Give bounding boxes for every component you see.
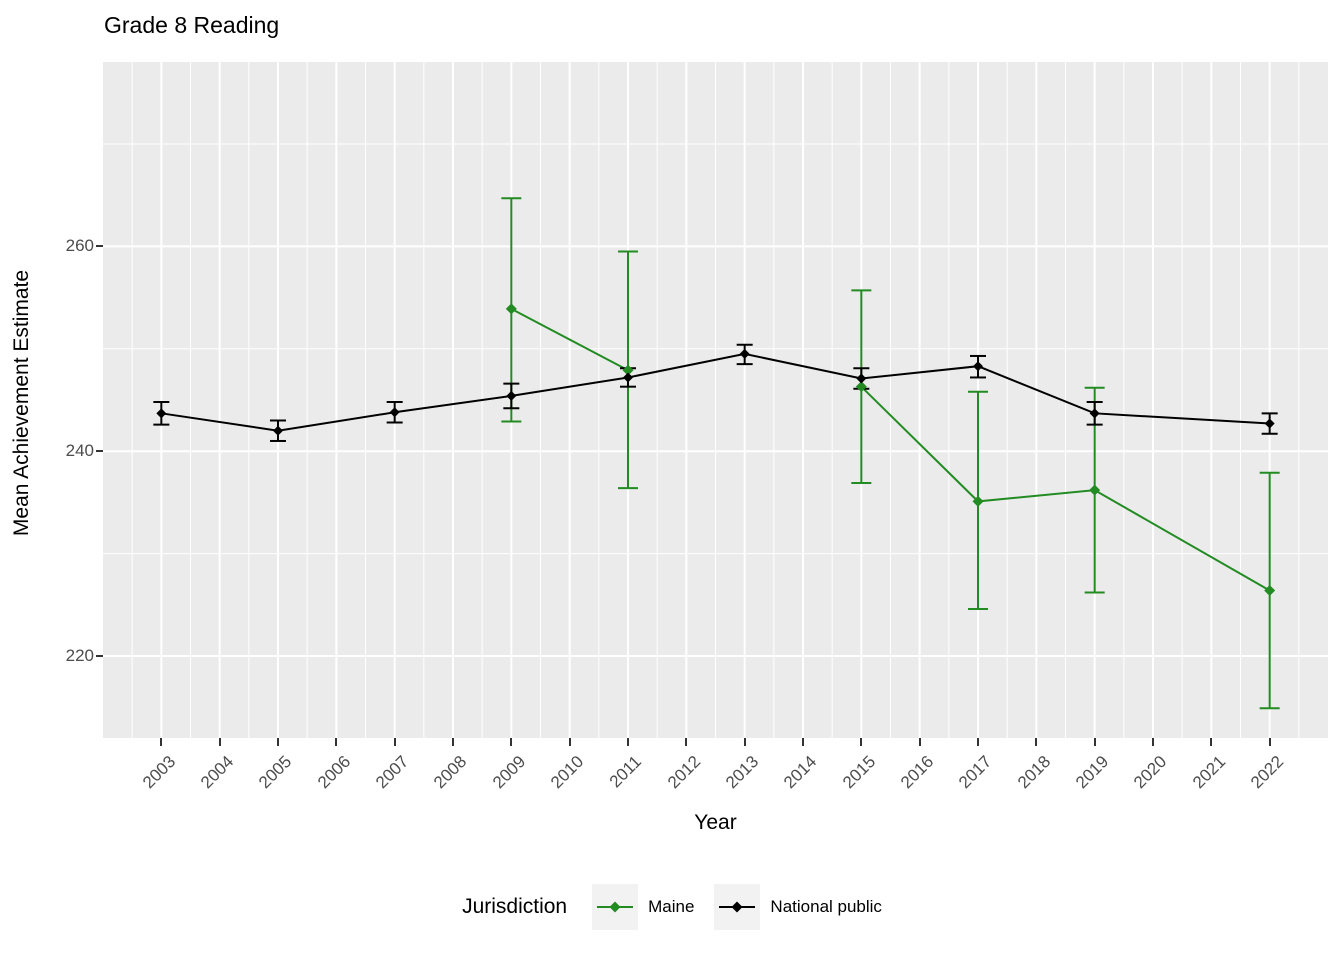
x-tick-2010 [568, 738, 571, 746]
x-tick-label-2003: 2003 [138, 752, 179, 793]
data-point-national-public-2011 [623, 372, 633, 383]
x-tick-label-2009: 2009 [488, 752, 529, 793]
x-tick-label-2022: 2022 [1246, 752, 1288, 793]
x-tick-label-2005: 2005 [255, 752, 296, 793]
x-tick-2021 [1210, 738, 1213, 746]
x-tick-2009 [510, 738, 513, 746]
x-tick-label-2011: 2011 [606, 752, 646, 792]
maine-line-marker-icon [597, 901, 634, 913]
x-tick-2015 [860, 738, 863, 746]
x-tick-label-2017: 2017 [955, 752, 996, 793]
legend-item-maine: Maine [592, 884, 694, 930]
series-line-maine [510, 307, 629, 372]
legend-key-maine [592, 884, 639, 930]
x-tick-label-2010: 2010 [546, 752, 588, 793]
chart-title: Grade 8 Reading [104, 12, 280, 38]
x-tick-label-2012: 2012 [663, 752, 704, 793]
data-point-maine-2011 [622, 364, 634, 376]
x-tick-label-2016: 2016 [896, 752, 938, 793]
x-tick-2016 [918, 738, 921, 746]
x-tick-label-2007: 2007 [371, 752, 413, 793]
data-point-national-public-2019 [1089, 408, 1100, 419]
x-tick-2003 [160, 738, 163, 746]
x-tick-label-2020: 2020 [1130, 752, 1171, 793]
y-tick-240 [96, 450, 103, 453]
y-tick-220 [96, 655, 103, 658]
legend-label-maine: Maine [648, 897, 695, 916]
x-tick-2017 [977, 738, 979, 746]
x-tick-2013 [743, 738, 746, 746]
plot-panel [103, 62, 1328, 738]
data-point-national-public-2017 [973, 361, 983, 372]
x-tick-2005 [277, 738, 279, 746]
y-tick-label-260: 260 [65, 236, 94, 256]
data-point-national-public-2022 [1264, 418, 1275, 429]
legend-title: Jurisdiction [462, 895, 568, 918]
data-point-national-public-2009 [506, 390, 517, 401]
data-point-maine-2015 [855, 381, 867, 393]
x-tick-label-2015: 2015 [838, 752, 879, 793]
series-line-national-public [161, 352, 1270, 432]
y-tick-label-220: 220 [65, 646, 94, 666]
x-tick-2018 [1035, 738, 1038, 746]
x-tick-2019 [1093, 738, 1096, 746]
data-point-national-public-2013 [739, 348, 750, 359]
y-tick-260 [96, 245, 103, 248]
data-point-maine-2017 [972, 495, 984, 507]
legend: Jurisdiction Maine National public [0, 883, 1344, 931]
x-tick-label-2004: 2004 [196, 752, 238, 793]
x-tick-label-2013: 2013 [721, 752, 763, 793]
x-tick-2014 [802, 738, 804, 746]
x-tick-2007 [393, 738, 396, 746]
series-line-maine [860, 385, 1271, 592]
x-tick-2008 [452, 738, 454, 746]
data-point-national-public-2005 [273, 425, 283, 436]
legend-label-national-public: National public [770, 897, 882, 916]
legend-key-national-public [714, 884, 761, 930]
x-axis-title: Year [694, 811, 737, 834]
x-tick-label-2014: 2014 [780, 752, 821, 793]
x-tick-label-2008: 2008 [430, 752, 471, 793]
x-tick-label-2021: 2021 [1188, 752, 1229, 793]
national-public-line-marker-icon [719, 901, 756, 913]
x-tick-label-2019: 2019 [1071, 752, 1113, 793]
x-tick-2020 [1152, 738, 1154, 746]
x-tick-2011 [627, 738, 629, 746]
legend-item-national-public: National public [714, 884, 882, 930]
data-point-national-public-2003 [156, 408, 167, 419]
data-point-national-public-2015 [856, 373, 867, 384]
x-tick-2004 [218, 738, 221, 746]
x-tick-2006 [335, 738, 338, 746]
x-tick-2012 [685, 738, 688, 746]
y-tick-label-240: 240 [65, 441, 94, 461]
data-point-maine-2022 [1264, 585, 1276, 597]
plot-area [103, 62, 1328, 738]
data-point-national-public-2007 [389, 407, 400, 418]
data-point-maine-2019 [1089, 484, 1101, 496]
x-tick-label-2006: 2006 [313, 752, 354, 793]
data-point-maine-2009 [505, 303, 517, 315]
x-tick-label-2018: 2018 [1013, 752, 1054, 793]
x-tick-2022 [1268, 738, 1271, 746]
